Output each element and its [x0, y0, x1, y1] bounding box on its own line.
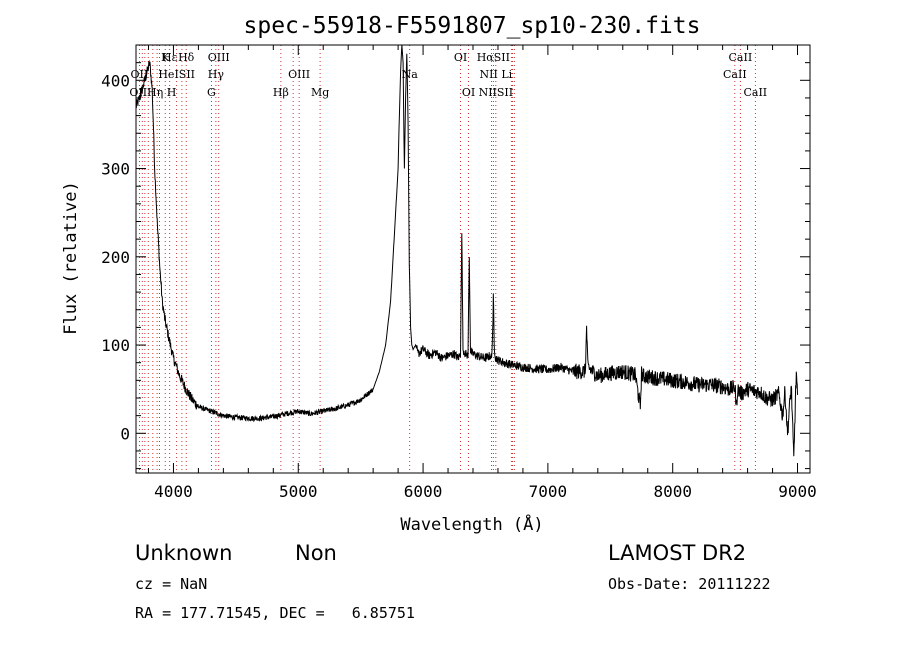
axis-ticks: 4000 5000 6000 7000 8000 9000 0 100 200 300 400 — [101, 44, 817, 501]
x-tick-label: 4000 — [154, 482, 193, 501]
line-id-label: NII Li — [480, 68, 513, 81]
x-tick-label: 6000 — [404, 482, 443, 501]
line-id-label: Na — [402, 68, 419, 81]
line-id-label: G — [207, 86, 216, 99]
y-tick-label: 100 — [101, 336, 130, 355]
x-tick-label: 7000 — [529, 482, 568, 501]
y-tick-label: 300 — [101, 160, 130, 179]
line-id-label: CaII — [743, 86, 767, 99]
x-tick-label: 5000 — [279, 482, 318, 501]
spectrum-line — [135, 44, 798, 457]
line-id-label: NIISII — [479, 86, 514, 99]
line-id-label: Hβ — [273, 86, 289, 99]
line-id-label: Mg — [311, 86, 329, 99]
y-tick-label: 0 — [120, 424, 130, 443]
x-tick-label: 9000 — [778, 482, 817, 501]
line-id-label: OIII — [288, 68, 310, 81]
line-id-label: HαSII — [477, 51, 510, 64]
redshift-label: cz = NaN — [135, 575, 208, 593]
line-id-label: HeISII — [158, 68, 195, 81]
obs-date-label: Obs-Date: 20111222 — [608, 575, 771, 593]
line-id-label: CaII — [729, 51, 753, 64]
y-tick-label: 400 — [101, 71, 130, 90]
classification-label: Unknown — [135, 541, 233, 565]
y-tick-label: 200 — [101, 248, 130, 267]
x-tick-label: 8000 — [653, 482, 692, 501]
line-id-label: OIII — [208, 51, 230, 64]
line-id-label: K — [161, 51, 170, 64]
x-axis-label: Wavelength (Å) — [400, 513, 543, 535]
survey-label: LAMOST DR2 — [608, 541, 747, 565]
line-id-label: OI — [454, 51, 467, 64]
spectral-line-markers — [138, 45, 756, 473]
y-axis-label: Flux (relative) — [61, 181, 81, 335]
line-id-label: CaII — [723, 68, 747, 81]
coordinates-label: RA = 177.71545, DEC = 6.85751 — [135, 604, 415, 622]
subclass-label: Non — [295, 541, 337, 565]
line-id-label: OI — [462, 86, 475, 99]
line-id-label: Hδ — [178, 51, 195, 64]
plot-frame — [135, 44, 811, 474]
chart-title: spec-55918-F5591807_sp10-230.fits — [244, 13, 701, 39]
line-id-label: Hγ — [208, 68, 225, 81]
